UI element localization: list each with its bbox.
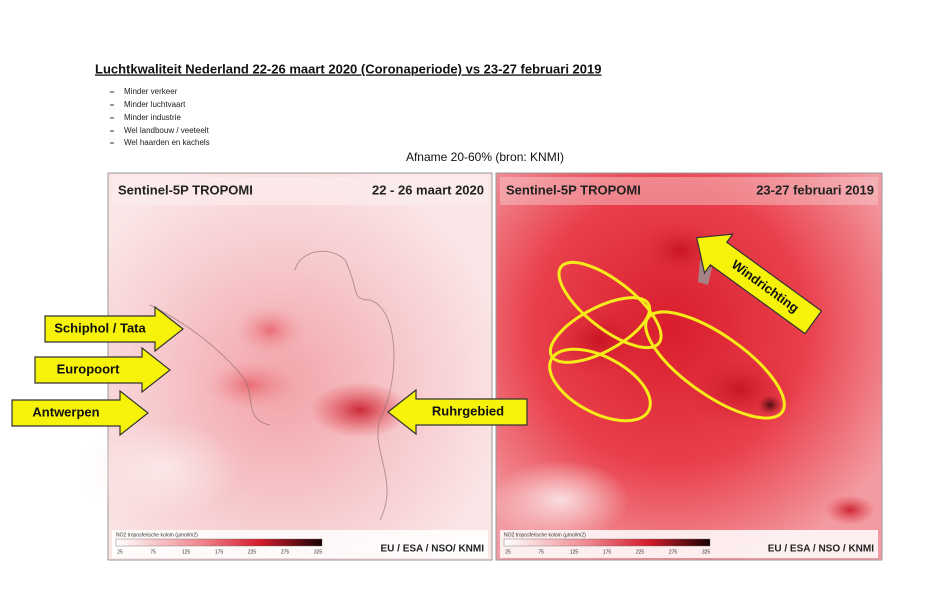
legend-tick-label: 125 — [182, 549, 191, 555]
map-title: Sentinel-5P TROPOMI — [506, 182, 641, 197]
legend-tick-label: 175 — [603, 549, 612, 555]
annotation-arrow: Schiphol / Tata — [44, 305, 184, 353]
subtitle: Afname 20-60% (bron: KNMI) — [406, 150, 564, 164]
map-credit: EU / ESA / NSO/ KNMI — [380, 544, 484, 555]
map-credit: EU / ESA / NSO / KNMI — [768, 544, 875, 555]
legend-tick-label: 275 — [281, 549, 290, 555]
legend-tick-label: 75 — [538, 549, 544, 555]
hotspot — [825, 495, 875, 525]
hotspot — [758, 395, 782, 415]
map-header — [112, 177, 488, 205]
hotspot — [205, 360, 295, 410]
arrow-shape — [34, 346, 171, 394]
arrow-shape — [696, 233, 823, 335]
legend-tick-label: 225 — [636, 549, 645, 555]
coastline — [149, 250, 395, 521]
bullet: Wel haarden en kachels — [124, 138, 210, 147]
legend-tick-label: 175 — [215, 549, 224, 555]
map-date: 22 - 26 maart 2020 — [372, 182, 484, 197]
highlight-ellipse — [548, 296, 652, 364]
map-date: 23-27 februari 2019 — [756, 182, 874, 197]
legend-tick-label: 25 — [117, 549, 123, 555]
pale-area — [490, 460, 630, 540]
pale-area — [80, 420, 240, 520]
arrow-label: Ruhrgebied — [432, 403, 504, 418]
page-title: Luchtkwaliteit Nederland 22-26 maart 202… — [95, 61, 601, 76]
bullet: Minder luchtvaart — [124, 100, 186, 109]
bullet: Wel landbouw / veeteelt — [124, 126, 210, 135]
annotation-arrow: Antwerpen — [11, 389, 149, 437]
legend-tick-label: 125 — [570, 549, 579, 555]
hotspot — [310, 382, 410, 438]
bullet: Minder verkeer — [124, 87, 178, 96]
arrow-label: Europoort — [57, 361, 120, 376]
bullet-list: Minder verkeer Minder luchtvaart Minder … — [110, 87, 210, 147]
highlight-ellipses — [548, 260, 786, 423]
legend-tick-label: 75 — [150, 549, 156, 555]
arrow-label: Antwerpen — [32, 404, 99, 419]
arrow-shape — [387, 388, 528, 436]
legend-label: NO2 troposferische kolom (µmol/m2) — [504, 532, 586, 538]
highlight-ellipse — [557, 260, 663, 350]
highlight-ellipse — [548, 347, 652, 423]
map-title: Sentinel-5P TROPOMI — [118, 182, 253, 197]
legend-tick-label: 225 — [248, 549, 257, 555]
annotation-arrow: Europoort — [34, 346, 171, 394]
legend-tick-label: 325 — [314, 549, 323, 555]
hotspot — [540, 300, 660, 380]
colorbar — [115, 538, 323, 547]
legend-label: NO2 troposferische kolom (µmol/m2) — [116, 532, 198, 538]
arrow-shape — [44, 305, 184, 353]
bullet: Minder industrie — [124, 113, 181, 122]
colorbar — [503, 538, 711, 547]
arrow-label: Schiphol / Tata — [54, 320, 146, 335]
annotation-arrow: Ruhrgebied — [387, 388, 528, 436]
hotspot — [235, 305, 305, 355]
map-header — [500, 177, 878, 205]
map-left: Sentinel-5P TROPOMI 22 - 26 maart 2020 N… — [80, 172, 493, 561]
legend-tick-label: 325 — [702, 549, 711, 555]
map-right: Sentinel-5P TROPOMI 23-27 februari 2019 … — [490, 172, 883, 561]
highlight-ellipse — [644, 310, 786, 420]
legend-tick-label: 275 — [669, 549, 678, 555]
legend-tick-label: 25 — [505, 549, 511, 555]
arrow-shape — [11, 389, 149, 437]
